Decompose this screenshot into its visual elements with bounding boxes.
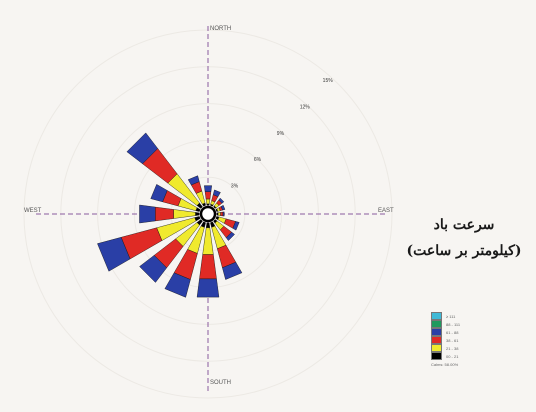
legend-label: ≥ 111 <box>446 313 456 319</box>
legend-swatch <box>431 312 442 320</box>
sector-wedge <box>217 212 221 216</box>
legend-item: 38 - 61 <box>431 336 475 344</box>
legend-item: 00 - 21 <box>431 352 475 360</box>
sector-wedge <box>212 189 221 197</box>
sector-wedge <box>164 272 191 298</box>
legend-item: 88 - 111 <box>431 320 475 328</box>
ring-label: 12% <box>300 104 311 110</box>
sector-wedge <box>195 212 200 216</box>
legend-swatch <box>431 328 442 336</box>
legend-swatch <box>431 352 442 360</box>
legend-swatch <box>431 344 442 352</box>
east-label: EAST <box>378 208 394 214</box>
wind-sectors <box>97 132 243 298</box>
sector-wedge <box>218 197 225 204</box>
sector-wedge <box>222 211 225 217</box>
sector-wedge <box>225 231 235 241</box>
ring-labels: 3% 6% 9% 12% 15% <box>231 78 333 190</box>
calm-center <box>199 205 217 223</box>
sector-wedge <box>126 132 158 164</box>
legend-label: 00 - 21 <box>446 353 459 359</box>
west-label: WEST <box>24 208 42 214</box>
sector-wedge <box>199 254 217 280</box>
legend-item: ≥ 111 <box>431 312 475 320</box>
south-label: SOUTH <box>210 380 231 386</box>
sector-wedge <box>205 222 211 228</box>
legend-label: 61 - 88 <box>446 329 459 335</box>
compass-axes <box>36 26 386 392</box>
sector-wedge <box>232 221 240 231</box>
legend-swatch <box>431 320 442 328</box>
legend-label: 21 - 38 <box>446 345 459 351</box>
sector-wedge <box>204 185 212 192</box>
legend-title-line-2: (کیلومتر بر ساعت) <box>406 243 522 259</box>
sector-wedge <box>97 237 131 272</box>
sector-wedge <box>204 191 212 200</box>
sector-wedge <box>196 278 220 298</box>
sector-wedge <box>205 198 211 205</box>
sector-wedge <box>139 255 167 283</box>
legend-item: 61 - 88 <box>431 328 475 336</box>
legend-swatch <box>431 336 442 344</box>
legend-label: 88 - 111 <box>446 321 461 327</box>
ring-label: 9% <box>277 131 285 137</box>
legend-rows: ≥ 111 88 - 111 61 - 88 38 - 61 21 - 38 00 - 2… <box>431 312 475 360</box>
ring-label: 15% <box>323 78 334 84</box>
sector-wedge <box>155 206 174 222</box>
legend-label: 38 - 61 <box>446 337 459 343</box>
ring-label: 3% <box>231 184 239 190</box>
sector-wedge <box>150 184 168 203</box>
legend-item: 21 - 38 <box>431 344 475 352</box>
legend-title: سرعت باد (کیلومتر بر ساعت) <box>396 212 532 264</box>
legend-title-line-1: سرعت باد <box>433 217 495 233</box>
sector-wedge <box>220 211 224 217</box>
ring-label: 6% <box>254 157 262 163</box>
sector-wedge <box>139 204 156 224</box>
calm-circle <box>199 205 217 223</box>
legend-footer: Calms: 58.00% <box>431 362 459 367</box>
north-label: NORTH <box>210 26 231 32</box>
sector-wedge <box>222 261 243 280</box>
sector-wedge <box>187 175 200 186</box>
sector-wedge <box>220 204 226 211</box>
legend: ≥ 111 88 - 111 61 - 88 38 - 61 21 - 38 00 - 2… <box>431 312 475 367</box>
